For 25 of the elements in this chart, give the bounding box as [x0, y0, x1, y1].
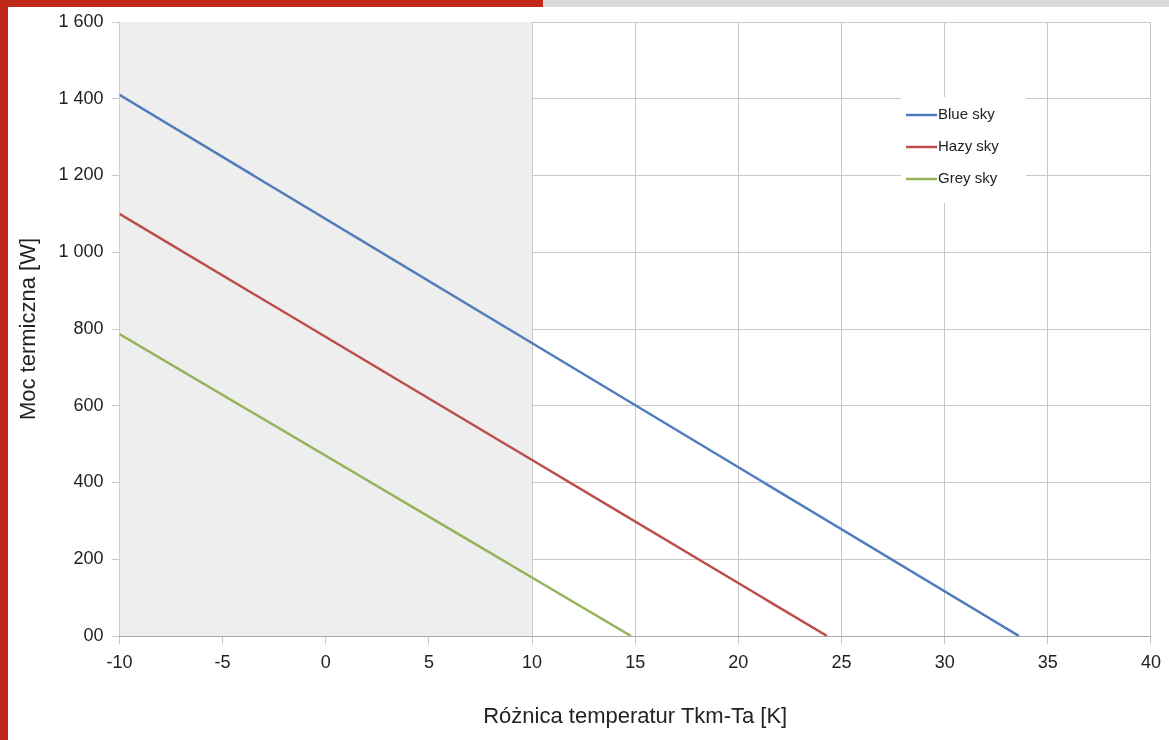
x-tick-label: -5: [214, 651, 231, 672]
x-tick-label: -10: [106, 651, 133, 672]
y-tick-label: 1 400: [58, 87, 104, 108]
x-tick-label: 15: [625, 651, 646, 672]
x-tick-label: 40: [1140, 651, 1161, 672]
y-axis-title: Moc termiczna [W]: [15, 237, 41, 421]
x-tick-label: 25: [831, 651, 852, 672]
y-tick-label: 200: [73, 548, 104, 569]
y-tick-label: 1 000: [58, 241, 104, 262]
x-axis-title: Różnica temperatur Tkm-Ta [K]: [483, 702, 788, 728]
x-tick-label: 35: [1037, 651, 1058, 672]
x-tick-label: 10: [522, 651, 543, 672]
legend-label: Hazy sky: [937, 137, 1000, 155]
x-tick-label: 20: [728, 651, 749, 672]
x-tick-label: 0: [320, 651, 331, 672]
legend-label: Grey sky: [937, 169, 998, 187]
y-tick-label: 800: [73, 317, 104, 338]
y-tick-label: 00: [83, 624, 104, 645]
y-tick-label: 400: [73, 471, 104, 492]
x-tick-label: 5: [423, 651, 434, 672]
legend-label: Blue sky: [937, 105, 996, 123]
x-tick-label: 30: [934, 651, 955, 672]
y-tick-label: 600: [73, 394, 104, 415]
y-tick-label: 1 200: [58, 164, 104, 185]
y-tick-label: 1 600: [58, 10, 104, 31]
